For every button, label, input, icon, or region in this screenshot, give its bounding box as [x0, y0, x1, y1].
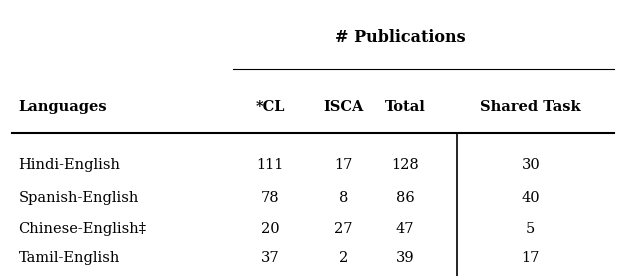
- Text: # Publications: # Publications: [335, 30, 466, 46]
- Text: 8: 8: [339, 190, 348, 205]
- Text: 111: 111: [257, 158, 284, 172]
- Text: Chinese-English‡: Chinese-English‡: [19, 222, 146, 236]
- Text: 17: 17: [521, 251, 540, 265]
- Text: 20: 20: [261, 222, 279, 236]
- Text: 40: 40: [521, 190, 540, 205]
- Text: ISCA: ISCA: [324, 100, 364, 114]
- Text: 78: 78: [261, 190, 279, 205]
- Text: Tamil-English: Tamil-English: [19, 251, 120, 265]
- Text: 86: 86: [396, 190, 414, 205]
- Text: Hindi-English: Hindi-English: [19, 158, 121, 172]
- Text: 17: 17: [334, 158, 353, 172]
- Text: 30: 30: [521, 158, 540, 172]
- Text: Spanish-English: Spanish-English: [19, 190, 139, 205]
- Text: 37: 37: [261, 251, 279, 265]
- Text: Languages: Languages: [19, 100, 107, 114]
- Text: 39: 39: [396, 251, 414, 265]
- Text: 27: 27: [334, 222, 353, 236]
- Text: 2: 2: [339, 251, 348, 265]
- Text: Total: Total: [384, 100, 426, 114]
- Text: 5: 5: [526, 222, 535, 236]
- Text: *CL: *CL: [255, 100, 285, 114]
- Text: 47: 47: [396, 222, 414, 236]
- Text: 128: 128: [391, 158, 419, 172]
- Text: Shared Task: Shared Task: [481, 100, 581, 114]
